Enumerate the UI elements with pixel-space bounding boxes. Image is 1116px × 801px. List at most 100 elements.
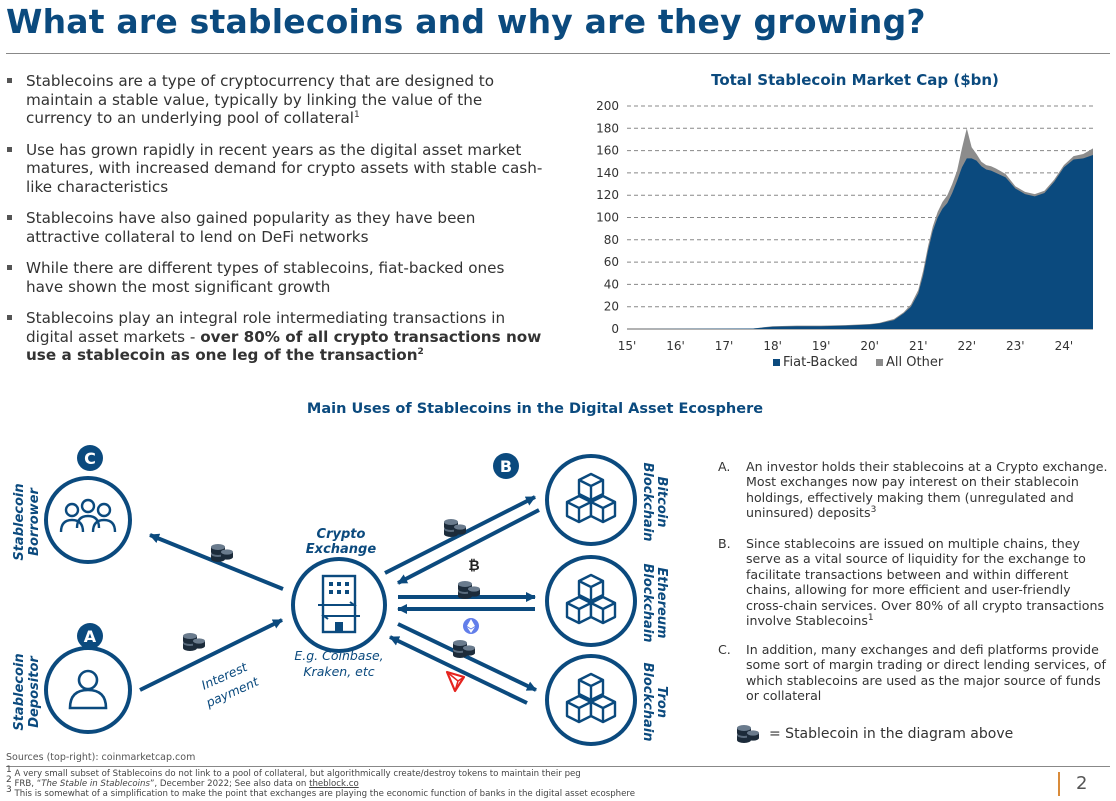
y-tick-label: 180 [596, 121, 619, 135]
title-divider [6, 53, 1110, 54]
ethereum-icon [463, 618, 479, 634]
coin-stack-icon [211, 544, 233, 562]
badge-a [77, 623, 103, 649]
bitcoin-icon: ₿ [468, 558, 479, 574]
y-tick-label: 80 [604, 233, 619, 247]
exchange-label-line1: Crypto [317, 527, 366, 542]
depositor-to-exchange-arrow [139, 618, 283, 692]
people-group-icon [59, 498, 117, 533]
bullet-marker-icon [7, 215, 12, 220]
bullet-marker-icon [7, 146, 12, 152]
market-cap-chart: 0 20 40 60 80 100 120 140 160 180 200 15' 16' 17' 18' 1… [596, 99, 1093, 370]
y-tick-label: 60 [604, 255, 619, 269]
bullet-item: Use has grown rapidly in recent years as… [6, 141, 546, 197]
x-tick-label: 15' [618, 339, 637, 353]
y-tick-label: 100 [596, 211, 619, 225]
footnote-1: 1 A very small subset of Stablecoins do … [6, 765, 581, 779]
coin-stack-icon [458, 581, 480, 599]
coin-stack-legend-icon [737, 725, 759, 743]
legend-swatch-all-other [876, 359, 883, 366]
badge-c [77, 445, 103, 471]
exchange-example-line2: Kraken, etc [303, 664, 374, 679]
page-title: What are stablecoins and why are they gr… [6, 2, 926, 41]
y-tick-label: 20 [604, 300, 619, 314]
ethereum-chain-node: Ethereum Blockchain [545, 555, 669, 647]
bullet-list: Stablecoins are a type of cryptocurrency… [6, 72, 546, 378]
exchange-to-tron-arrow [397, 622, 537, 692]
badge-c-label: C [84, 449, 96, 468]
badge-a-label: A [84, 627, 97, 646]
tron-icon [445, 670, 466, 693]
coin-legend-text: = Stablecoin in the diagram above [769, 726, 1014, 742]
building-icon [318, 574, 360, 634]
x-tick-label: 24' [1055, 339, 1074, 353]
bitcoin-chain-node: B Bitcoin Blockchain [493, 453, 669, 546]
page-number: 2 [1076, 773, 1088, 794]
bullet-item: Stablecoins have also gained popularity … [6, 209, 546, 246]
tron-to-exchange-arrow [389, 635, 528, 705]
coin-stack-icon [444, 519, 466, 537]
page-number-accent [1058, 772, 1060, 796]
badge-b-label: B [500, 457, 512, 476]
ethereum-label-line1: Ethereum [654, 567, 669, 638]
note-c: C. In addition, many exchanges and defi p… [718, 642, 1106, 704]
footer-divider [6, 766, 1110, 767]
x-tick-label: 23' [1006, 339, 1025, 353]
exchange-to-borrower-arrow [149, 533, 284, 591]
borrower-circle [44, 476, 132, 564]
bitcoin-label-line1: Bitcoin [654, 477, 669, 528]
sources-note: Sources (top-right): coinmarketcap.com [6, 752, 196, 763]
y-tick-label: 160 [596, 144, 619, 158]
theblock-link[interactable]: theblock.co [309, 779, 359, 789]
footnote-3: 3 This is somewhat of a simplification t… [6, 785, 636, 799]
borrower-label-line2: Borrower [27, 487, 42, 556]
flow-arrows [139, 495, 540, 705]
x-tick-label: 17' [715, 339, 734, 353]
series-fiat-backed-area [627, 155, 1093, 329]
bitcoin-to-exchange-arrow [397, 508, 540, 585]
stablecoin-flow-diagram: C Stablecoin Borrower A Stablecoin Depos… [12, 445, 669, 746]
bitcoin-label-line2: Blockchain [640, 462, 655, 541]
legend-label-all-other: All Other [886, 355, 944, 370]
x-tick-label: 20' [860, 339, 879, 353]
exchange-to-bitcoin-arrow [384, 495, 536, 575]
borrower-label-line1: Stablecoin [12, 483, 27, 560]
badge-b [493, 453, 519, 479]
bullet-marker-icon [7, 315, 12, 320]
tron-label-line2: Blockchain [640, 662, 655, 741]
exchange-node: Crypto Exchange E.g. Coinbase, Kraken, e… [291, 527, 387, 679]
legend-swatch-fiat-backed [773, 359, 780, 366]
legend-label-fiat-backed: Fiat-Backed [783, 355, 858, 370]
coin-stack-icon [453, 640, 475, 658]
x-tick-label: 18' [763, 339, 782, 353]
tron-label-line1: Tron [654, 686, 669, 718]
bullet-item: While there are different types of stabl… [6, 259, 546, 296]
diagram-title: Main Uses of Stablecoins in the Digital … [306, 401, 764, 417]
depositor-label-line2: Depositor [27, 655, 42, 728]
tron-chain-node: Tron Blockchain [545, 654, 669, 746]
y-tick-label: 200 [596, 99, 619, 113]
footnote-2: 2 FRB, “The Stable in Stablecoins”, Dece… [6, 775, 359, 789]
x-tick-label: 19' [812, 339, 831, 353]
y-tick-label: 40 [604, 277, 619, 291]
bullet-item: Stablecoins are a type of cryptocurrency… [6, 72, 546, 128]
x-tick-label: 21' [909, 339, 928, 353]
bullet-marker-icon [7, 78, 12, 83]
chart-title: Total Stablecoin Market Cap ($bn) [711, 71, 999, 89]
note-a: A. An investor holds their stablecoins at… [718, 459, 1108, 521]
y-tick-label: 120 [596, 188, 619, 202]
borrower-node: C Stablecoin Borrower [12, 445, 132, 564]
y-tick-label: 140 [596, 166, 619, 180]
person-icon [68, 669, 108, 710]
bullet-marker-icon [7, 265, 12, 270]
x-tick-label: 16' [666, 339, 685, 353]
exchange-label-line2: Exchange [306, 542, 377, 557]
bullet-item: Stablecoins play an integral role interm… [6, 309, 546, 365]
coin-stack-icon [183, 633, 205, 651]
depositor-label-line1: Stablecoin [12, 653, 27, 730]
note-b: B. Since stablecoins are issued on multip… [718, 536, 1105, 629]
depositor-node: A Stablecoin Depositor [12, 623, 132, 734]
y-tick-label: 0 [611, 322, 619, 336]
x-tick-label: 22' [958, 339, 977, 353]
ethereum-label-line2: Blockchain [640, 563, 655, 642]
